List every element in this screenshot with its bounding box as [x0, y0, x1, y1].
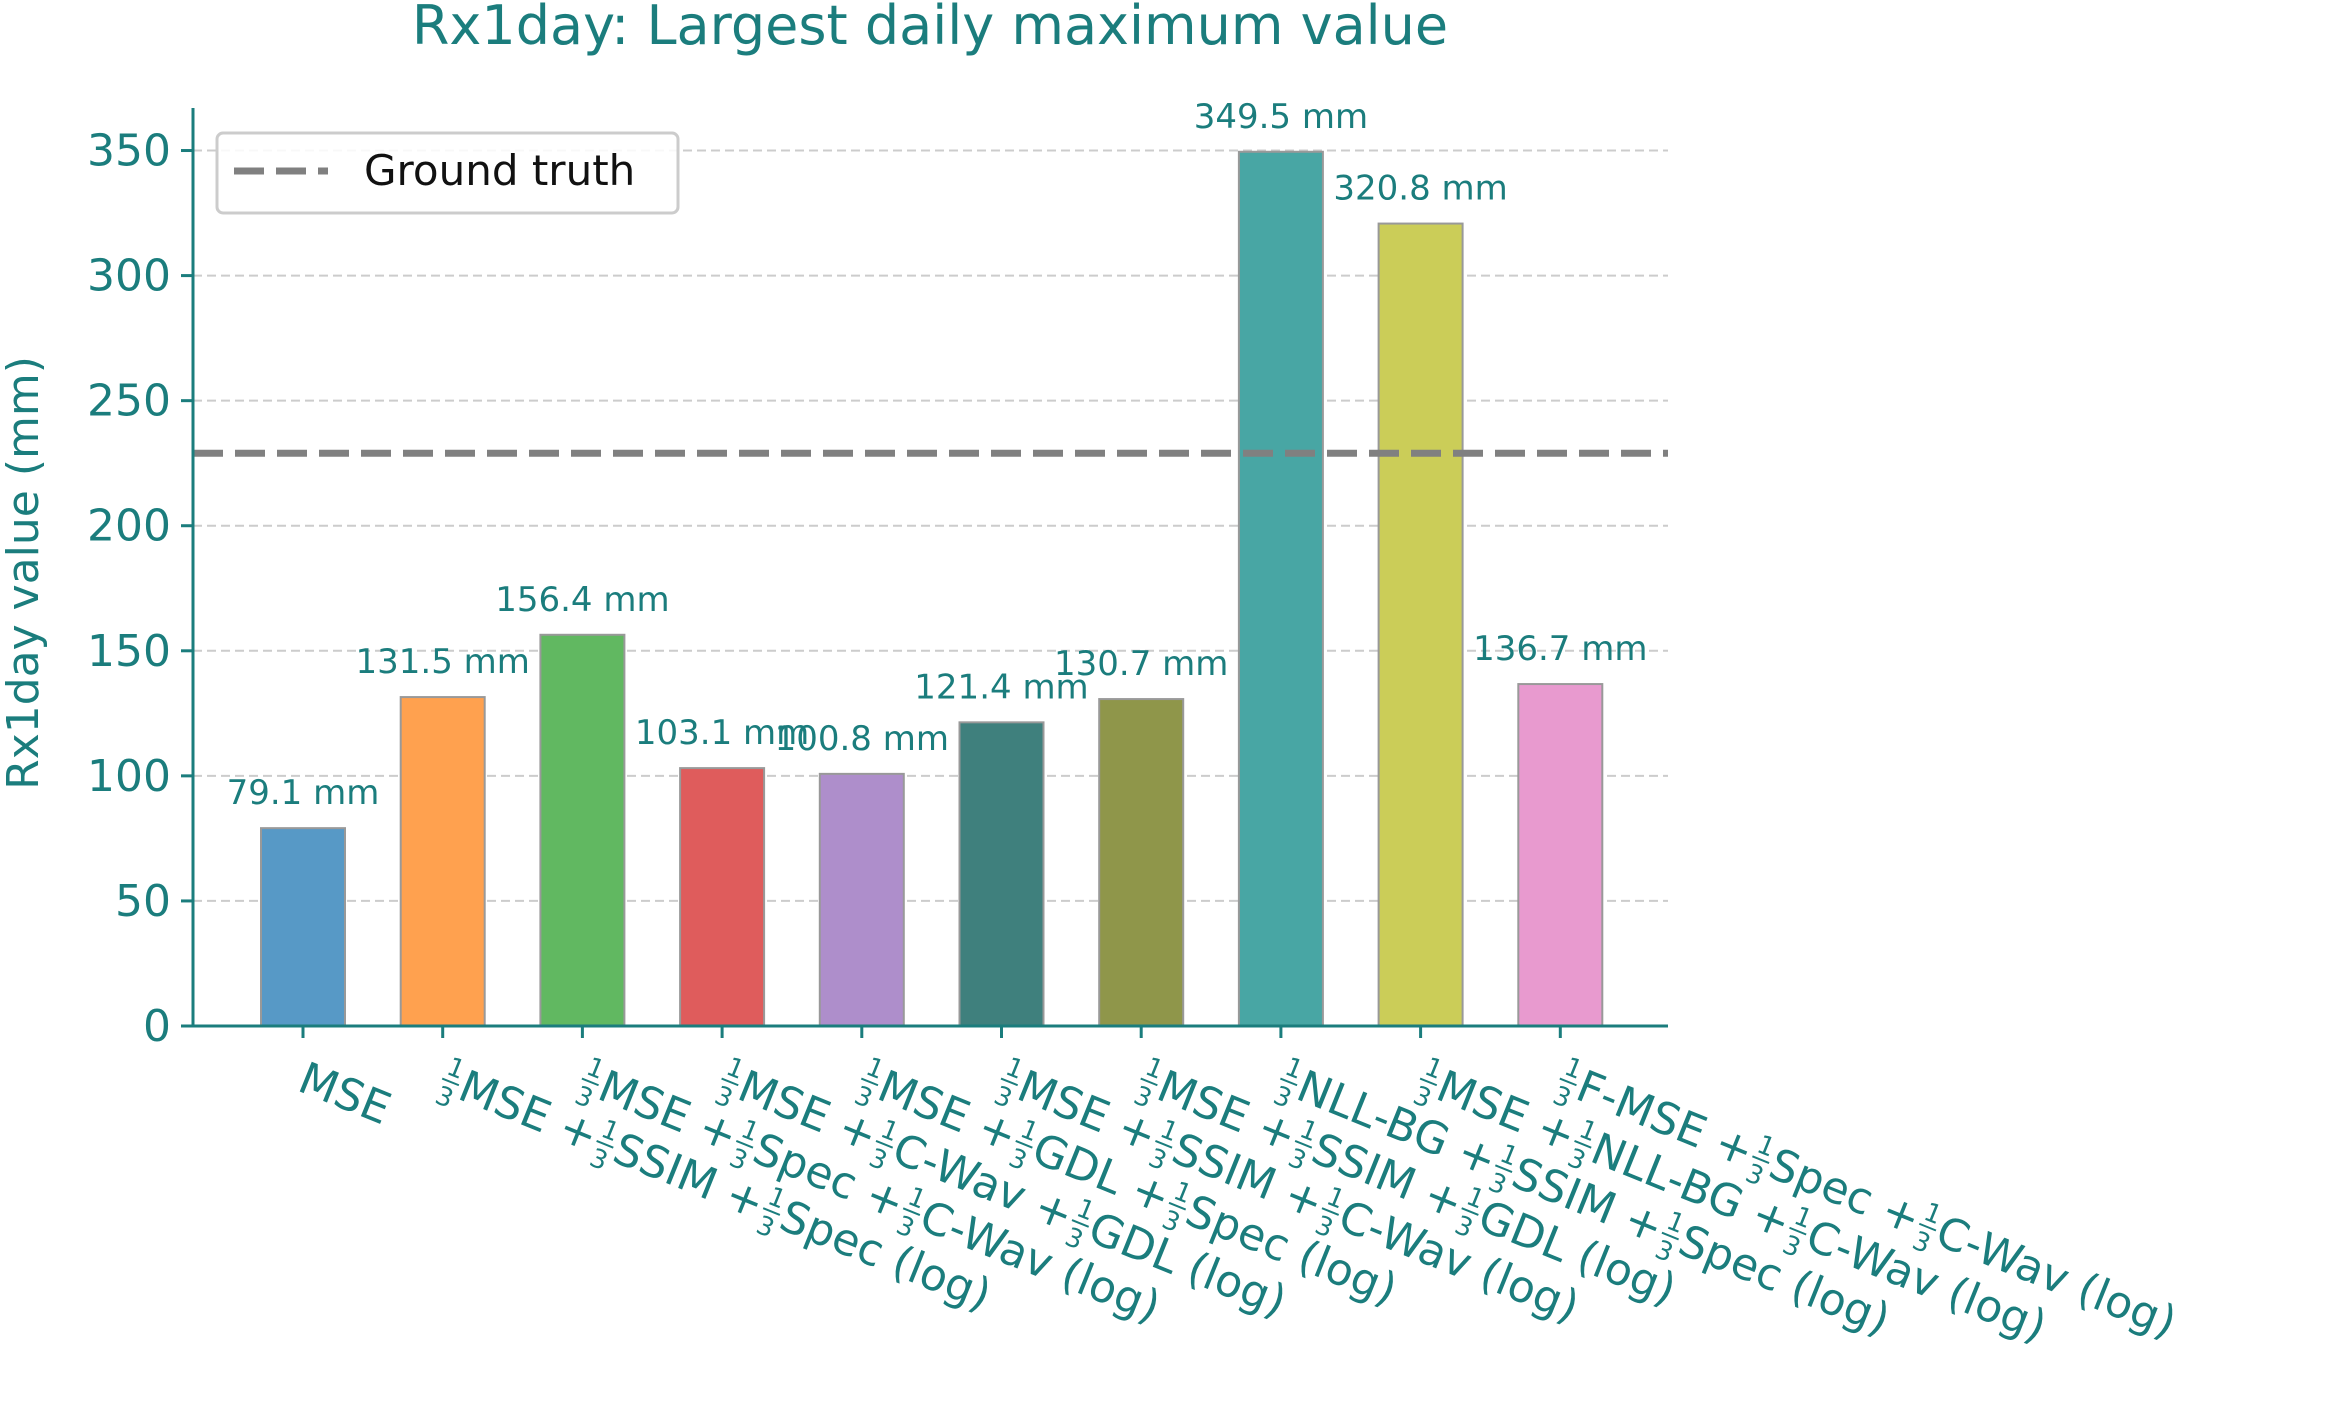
legend-ground-truth-label: Ground truth — [364, 146, 635, 195]
value-label: 130.7 mm — [1054, 644, 1228, 684]
y-tick-label: 100 — [87, 751, 171, 802]
svg-text:3: 3 — [431, 1081, 458, 1115]
fraction-one-third: 13 — [752, 1182, 790, 1245]
bar — [539, 633, 626, 1027]
y-tick-label: 50 — [115, 876, 171, 927]
bars — [260, 150, 1604, 1028]
y-tick-label: 250 — [87, 376, 171, 427]
value-label: 121.4 mm — [914, 667, 1088, 707]
value-label: 349.5 mm — [1194, 97, 1368, 137]
chart-title: Rx1day: Largest daily maximum value — [412, 0, 1448, 57]
value-label: 156.4 mm — [495, 580, 669, 620]
y-tick-label: 300 — [87, 251, 171, 302]
legend: Ground truth — [215, 131, 680, 215]
bar — [958, 721, 1045, 1027]
x-tick-label: MSE — [292, 1053, 398, 1135]
y-axis-label: Rx1day value (mm) — [0, 356, 49, 790]
bar — [260, 827, 346, 1027]
bar — [1517, 683, 1604, 1028]
value-label: 320.8 mm — [1333, 169, 1507, 209]
y-tick-label: 200 — [87, 501, 171, 552]
bar — [679, 767, 766, 1028]
bar — [1098, 698, 1185, 1028]
bar — [1377, 222, 1464, 1028]
fraction-one-third: 13 — [710, 1052, 748, 1115]
y-tick-label: 0 — [143, 1001, 171, 1052]
y-tick-label: 150 — [87, 626, 171, 677]
fraction-one-third: 13 — [1284, 1114, 1322, 1177]
value-label: 103.1 mm — [635, 713, 809, 753]
bar — [1237, 150, 1324, 1027]
value-label: 79.1 mm — [227, 773, 380, 813]
value-label: 131.5 mm — [356, 642, 530, 682]
axes: 0 50 100 150 200 250 300 350 — [87, 108, 1668, 1052]
value-label: 136.7 mm — [1473, 629, 1647, 669]
legend-frame — [215, 131, 680, 215]
y-tick-label: 350 — [87, 126, 171, 177]
fraction-one-third: 13 — [1778, 1201, 1816, 1264]
fraction-one-third: 13 — [571, 1052, 609, 1115]
svg-text:MSE: MSE — [292, 1053, 398, 1135]
bar — [818, 772, 905, 1027]
bar — [399, 696, 486, 1028]
value-label: 100.8 mm — [775, 719, 949, 759]
